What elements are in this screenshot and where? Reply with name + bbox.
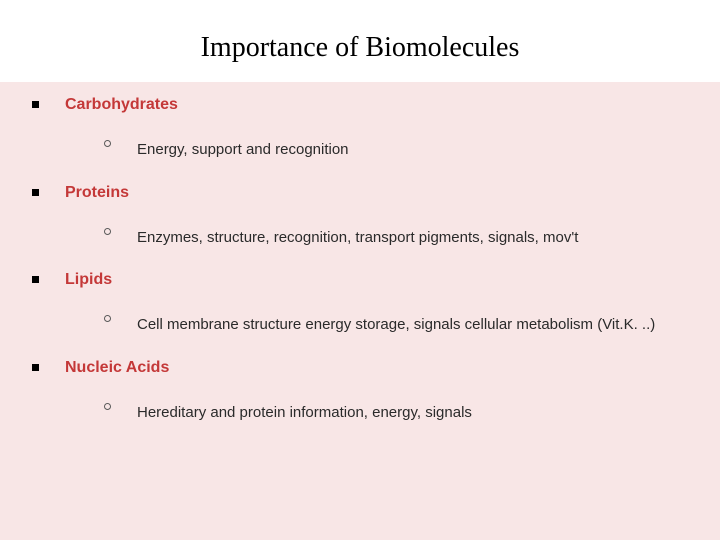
square-bullet-icon [32,276,39,283]
list-item: Lipids [0,271,720,289]
slide-title: Importance of Biomolecules [201,32,520,64]
category-label: Carbohydrates [65,96,178,114]
list-subitem: Energy, support and recognition [0,120,720,166]
list-subitem: Hereditary and protein information, ener… [0,383,720,429]
circle-bullet-icon [104,228,111,235]
list-item: Nucleic Acids [0,359,720,377]
category-description: Energy, support and recognition [137,134,349,166]
title-area: Importance of Biomolecules [0,0,720,82]
circle-bullet-icon [104,315,111,322]
list-item: Proteins [0,184,720,202]
square-bullet-icon [32,101,39,108]
square-bullet-icon [32,189,39,196]
category-description: Cell membrane structure energy storage, … [137,309,655,341]
category-description: Enzymes, structure, recognition, transpo… [137,222,578,254]
category-label: Lipids [65,271,112,289]
list-subitem: Cell membrane structure energy storage, … [0,295,720,341]
category-description: Hereditary and protein information, ener… [137,397,472,429]
category-label: Proteins [65,184,129,202]
content-area: Carbohydrates Energy, support and recogn… [0,82,720,540]
circle-bullet-icon [104,403,111,410]
circle-bullet-icon [104,140,111,147]
square-bullet-icon [32,364,39,371]
list-subitem: Enzymes, structure, recognition, transpo… [0,208,720,254]
list-item: Carbohydrates [0,96,720,114]
category-label: Nucleic Acids [65,359,169,377]
